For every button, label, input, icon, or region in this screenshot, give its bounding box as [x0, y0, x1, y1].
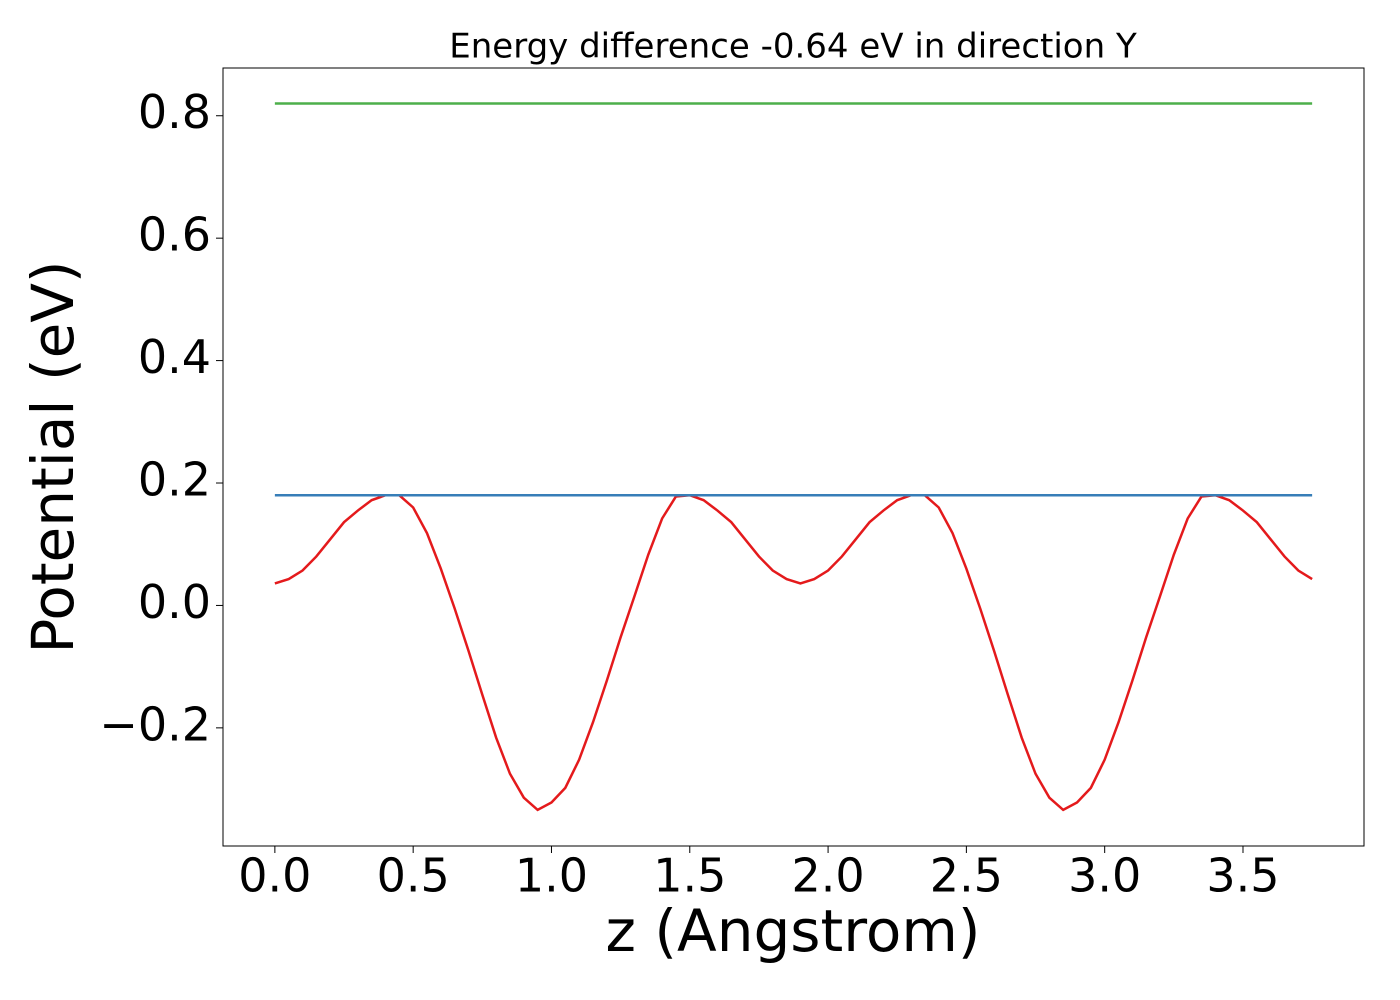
x-tick-label: 0.5 [377, 849, 450, 903]
y-tick-label: 0.8 [138, 85, 211, 139]
x-tick-label: 2.0 [791, 849, 864, 903]
x-axis-label: z (Angstrom) [606, 897, 981, 965]
y-tick-label: 0.0 [138, 575, 211, 629]
x-tick-label: 0.0 [238, 849, 311, 903]
y-tick-label: 0.2 [138, 453, 211, 507]
x-tick-label: 1.5 [653, 849, 726, 903]
x-tick-label: 1.0 [515, 849, 588, 903]
x-tick-label: 3.0 [1068, 849, 1141, 903]
data-line [274, 493, 1313, 812]
plot-frame [222, 67, 1365, 847]
y-tick-label: 0.4 [138, 330, 211, 384]
x-tick-label: 3.5 [1206, 849, 1279, 903]
y-tick-label: −0.2 [99, 697, 211, 751]
chart-title: Energy difference -0.64 eV in direction … [449, 27, 1137, 67]
x-tick-label: 2.5 [930, 849, 1003, 903]
y-tick-label: 0.6 [138, 208, 211, 262]
y-axis-label: Potential (eV) [19, 260, 87, 653]
